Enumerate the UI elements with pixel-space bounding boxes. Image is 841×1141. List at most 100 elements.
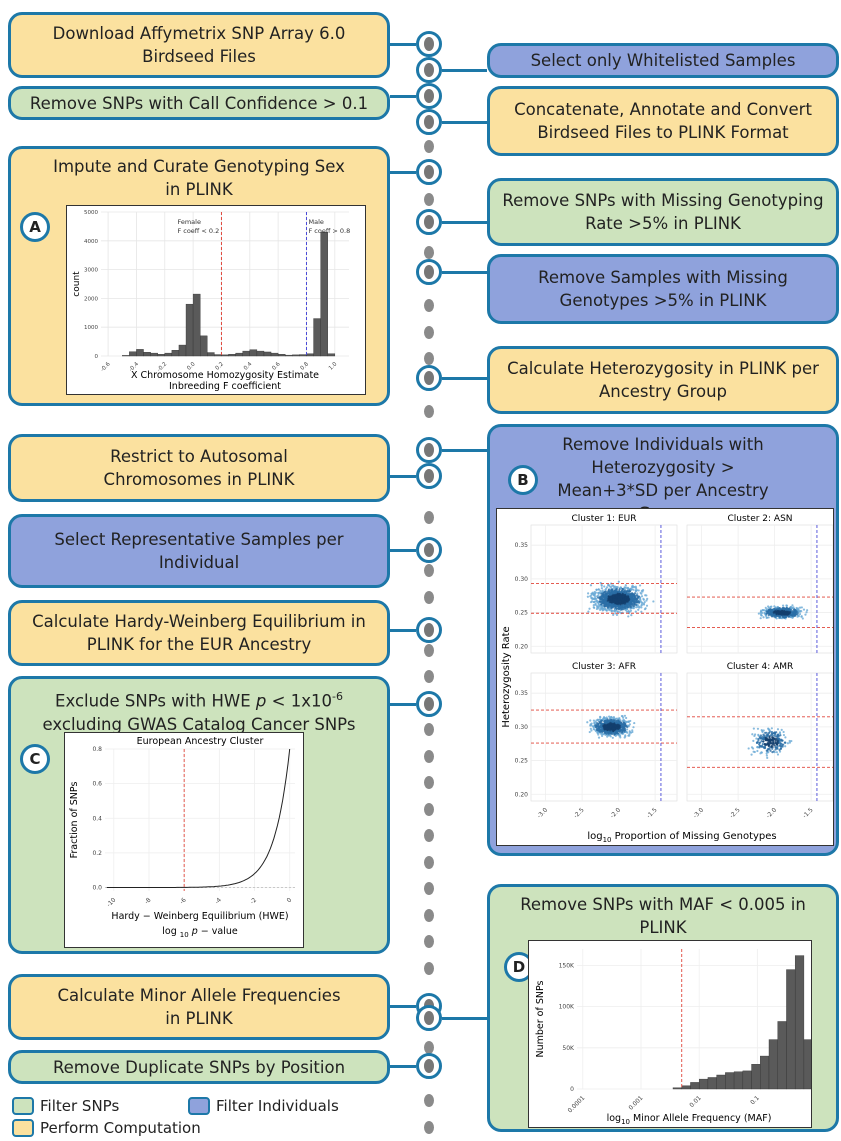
data-point bbox=[602, 733, 605, 736]
y-tick-label: 0.25 bbox=[515, 758, 529, 765]
data-point bbox=[635, 600, 638, 603]
data-point bbox=[633, 602, 636, 605]
histogram-bar bbox=[777, 1021, 787, 1090]
step-remove-missing-samples: Remove Samples with Missing Genotypes >5… bbox=[487, 254, 839, 324]
connector-ring bbox=[416, 1005, 442, 1031]
data-point bbox=[797, 608, 800, 611]
data-point bbox=[599, 608, 602, 611]
histogram-bar bbox=[803, 1039, 811, 1090]
data-point bbox=[629, 606, 632, 609]
data-point bbox=[765, 612, 768, 616]
data-point bbox=[774, 606, 778, 609]
x-axis-label: log10 Proportion of Missing Genotypes bbox=[587, 831, 776, 844]
data-point bbox=[774, 615, 777, 619]
step-label: Restrict to Autosomal Chromosomes in PLI… bbox=[103, 447, 295, 489]
data-point bbox=[607, 724, 611, 727]
data-point bbox=[617, 727, 620, 731]
data-point bbox=[652, 600, 655, 603]
panel-title: Cluster 2: ASN bbox=[727, 514, 792, 524]
data-point bbox=[614, 730, 617, 733]
data-point bbox=[611, 604, 614, 607]
connector-ring bbox=[416, 365, 442, 391]
y-tick-label: 0.25 bbox=[515, 610, 529, 617]
histogram-bar bbox=[306, 353, 314, 357]
histogram-bar bbox=[292, 354, 300, 357]
data-point bbox=[624, 735, 627, 738]
step-label: Remove SNPs with Missing Genotyping Rate… bbox=[502, 191, 824, 233]
chain-dot bbox=[424, 961, 434, 975]
data-point bbox=[623, 714, 627, 717]
connector-line bbox=[390, 703, 416, 706]
data-point bbox=[597, 736, 601, 739]
histogram-bar bbox=[786, 969, 796, 1090]
y-tick-label: 0.8 bbox=[92, 746, 102, 753]
label-badge-b: B bbox=[508, 465, 538, 495]
data-point bbox=[617, 608, 621, 611]
data-point bbox=[779, 742, 782, 745]
data-point bbox=[645, 604, 649, 607]
data-point bbox=[612, 613, 615, 616]
data-point bbox=[779, 612, 782, 615]
chain-dot bbox=[424, 405, 434, 418]
histogram-bar bbox=[277, 354, 286, 357]
y-tick-label: 0 bbox=[570, 1086, 574, 1093]
y-tick-label: 0 bbox=[95, 354, 99, 360]
panel-area bbox=[530, 524, 678, 654]
histogram-bar bbox=[313, 318, 321, 357]
step-remove-missing-rate: Remove SNPs with Missing Genotyping Rate… bbox=[487, 178, 839, 246]
data-point bbox=[589, 601, 593, 604]
connector-ring bbox=[416, 159, 442, 185]
data-point bbox=[785, 610, 788, 613]
connector-line bbox=[390, 43, 416, 46]
data-point bbox=[802, 608, 806, 611]
data-point bbox=[617, 606, 621, 609]
chart-c-hwe: European Ancestry Cluster 0.0 0.2 0.4 0.6 0.8… bbox=[64, 732, 304, 948]
data-point bbox=[637, 601, 641, 604]
data-point bbox=[623, 587, 626, 590]
data-point bbox=[778, 748, 781, 751]
data-point bbox=[762, 737, 765, 740]
y-tick-label: 4000 bbox=[84, 239, 98, 245]
data-point bbox=[634, 610, 637, 613]
data-point bbox=[624, 597, 627, 601]
data-point bbox=[771, 751, 774, 754]
connector-ring bbox=[416, 83, 442, 109]
data-point bbox=[628, 604, 632, 607]
data-point bbox=[596, 605, 599, 609]
data-point bbox=[773, 737, 776, 740]
data-point bbox=[767, 606, 771, 609]
step-label: Exclude SNPs with HWE p < 1x10-6 bbox=[55, 690, 343, 711]
data-point bbox=[600, 733, 603, 736]
data-point bbox=[626, 595, 629, 598]
data-point bbox=[627, 615, 630, 618]
chain-dot bbox=[424, 935, 434, 948]
data-point bbox=[790, 607, 793, 610]
chain-dot bbox=[424, 1120, 434, 1134]
data-point bbox=[759, 612, 763, 616]
data-point bbox=[757, 733, 760, 736]
legend-swatch-computation bbox=[12, 1119, 34, 1137]
data-point bbox=[597, 591, 600, 595]
data-point bbox=[774, 733, 777, 736]
x-tick-label: 0.4 bbox=[243, 361, 254, 372]
data-point bbox=[635, 598, 639, 601]
step-calc-hwe: Calculate Hardy-Weinberg Equilibrium in … bbox=[8, 600, 390, 666]
step-restrict-autosomal: Restrict to Autosomal Chromosomes in PLI… bbox=[8, 434, 390, 502]
x-tick-label: -3.0 bbox=[536, 806, 549, 819]
data-point bbox=[766, 739, 769, 742]
data-point bbox=[632, 588, 635, 591]
data-point bbox=[620, 723, 623, 726]
data-point bbox=[596, 731, 599, 734]
data-point bbox=[640, 595, 644, 598]
data-point bbox=[759, 752, 762, 755]
data-point bbox=[594, 597, 597, 601]
data-point bbox=[612, 609, 616, 613]
data-point bbox=[800, 606, 803, 609]
data-point bbox=[625, 730, 628, 734]
data-point bbox=[780, 728, 783, 732]
histogram-bar bbox=[143, 352, 151, 357]
chain-dot bbox=[424, 749, 434, 763]
data-point bbox=[618, 720, 621, 723]
data-point bbox=[758, 744, 762, 747]
chain-dot bbox=[424, 802, 434, 816]
